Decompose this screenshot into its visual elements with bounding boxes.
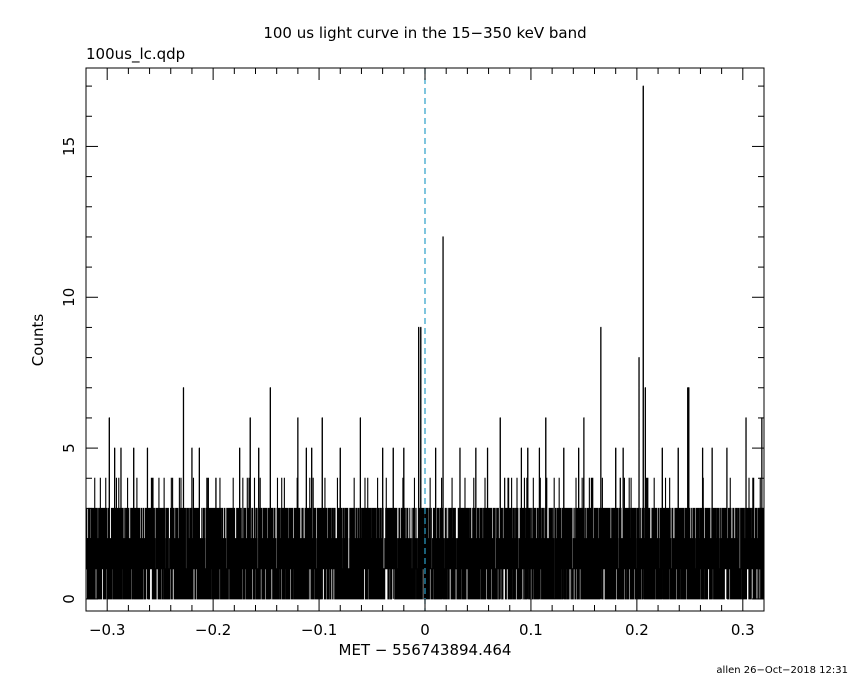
x-tick-label: 0.3 (731, 621, 755, 639)
x-tick-label: −0.2 (195, 621, 231, 639)
y-tick-label: 0 (60, 594, 78, 604)
y-tick-label: 10 (60, 288, 78, 307)
x-axis-label: MET − 556743894.464 (339, 641, 512, 659)
y-tick-label: 5 (60, 443, 78, 453)
axes: −0.3 −0.2 −0.1 0 0.1 0.2 0.3 0 5 10 15 (60, 67, 765, 639)
x-tick-label: −0.1 (301, 621, 337, 639)
footer-stamp: allen 26−Oct−2018 12:31 (716, 665, 848, 676)
x-tick-label: 0.2 (625, 621, 649, 639)
y-tick-label: 15 (60, 137, 78, 156)
y-axis-label: Counts (29, 314, 47, 367)
x-tick-label: 0 (420, 621, 430, 639)
chart-title: 100 us light curve in the 15−350 keV ban… (263, 24, 586, 42)
x-tick-label: 0.1 (519, 621, 543, 639)
light-curve-line (86, 85, 764, 600)
x-tick-label: −0.3 (89, 621, 125, 639)
chart-subtitle: 100us_lc.qdp (86, 45, 185, 64)
data-layer (86, 68, 764, 611)
